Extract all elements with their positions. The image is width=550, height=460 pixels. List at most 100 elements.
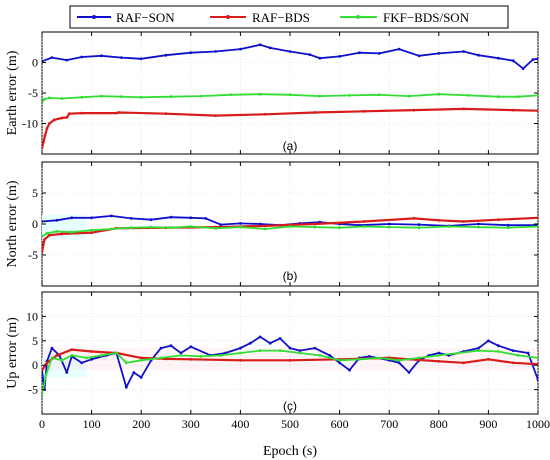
data-point-raf-son — [132, 371, 136, 374]
series-line-fkf — [42, 349, 538, 395]
data-point-raf-bds — [263, 224, 267, 228]
data-point-fkf — [124, 361, 128, 365]
y-tick-label: 0 — [32, 217, 38, 231]
data-point-fkf — [139, 358, 143, 362]
data-point-raf-son — [278, 337, 282, 340]
data-point-raf-son — [129, 217, 133, 220]
data-point-raf-bds — [60, 116, 64, 120]
legend: RAF−SON RAF−BDS FKF−BDS/SON — [69, 5, 509, 29]
data-point-fkf — [258, 92, 262, 96]
data-point-raf-bds — [55, 354, 59, 357]
data-point-raf-bds — [42, 368, 44, 372]
data-point-fkf — [358, 357, 361, 361]
data-point-raf-bds — [239, 358, 242, 362]
data-point-raf-son — [50, 56, 54, 59]
x-tick-label: 300 — [182, 417, 200, 431]
data-point-fkf — [115, 351, 118, 355]
data-point-fkf — [457, 351, 460, 355]
data-point-fkf — [377, 93, 381, 97]
data-point-raf-bds — [214, 114, 218, 117]
data-point-fkf — [288, 93, 292, 97]
data-point-raf-son — [149, 218, 153, 222]
data-point-raf-son — [288, 346, 292, 350]
data-point-fkf — [516, 354, 520, 357]
data-point-fkf — [288, 225, 292, 228]
data-point-fkf — [338, 226, 341, 230]
data-point-fkf — [278, 349, 282, 352]
y-tick-label: -5 — [28, 383, 38, 397]
data-point-raf-son — [70, 216, 74, 220]
data-point-raf-son — [511, 349, 515, 352]
data-point-raf-son — [417, 223, 421, 227]
data-point-fkf — [45, 231, 49, 235]
data-point-fkf — [48, 96, 51, 100]
data-point-raf-bds — [45, 126, 49, 130]
data-point-raf-son — [511, 59, 515, 63]
x-ticks-up: 0 100 200 300 400 500 600 700 800 900 1000 — [39, 417, 550, 431]
data-point-fkf — [318, 354, 322, 357]
data-point-raf-son — [42, 59, 44, 63]
data-point-fkf — [169, 95, 173, 99]
data-point-raf-son — [536, 57, 538, 61]
data-point-raf-bds — [462, 220, 465, 223]
data-point-raf-son — [377, 52, 381, 55]
data-point-fkf — [55, 230, 59, 233]
legend-label-raf-son: RAF−SON — [116, 10, 175, 25]
data-point-raf-bds — [412, 108, 416, 112]
y-tick-label: 5 — [32, 186, 38, 200]
series-north — [42, 214, 538, 254]
data-point-raf-son — [139, 57, 143, 61]
data-point-raf-son — [313, 346, 317, 350]
series-line-raf-son — [42, 215, 538, 227]
data-point-raf-son — [328, 354, 332, 357]
data-point-raf-son — [239, 222, 242, 225]
data-point-raf-son — [496, 56, 500, 60]
data-point-raf-bds — [288, 358, 292, 362]
data-point-fkf — [43, 97, 46, 101]
y-ticks-north: -5 0 5 — [28, 186, 538, 262]
data-point-raf-son — [358, 51, 361, 55]
data-point-fkf — [387, 225, 391, 229]
data-point-fkf — [42, 100, 44, 104]
data-point-raf-son — [239, 346, 242, 350]
data-point-raf-bds — [536, 216, 538, 220]
data-point-fkf — [348, 94, 351, 97]
data-point-raf-son — [164, 53, 168, 57]
data-point-fkf — [159, 356, 163, 360]
data-point-fkf — [50, 356, 54, 360]
data-point-raf-son — [204, 217, 208, 220]
data-point-fkf — [85, 356, 88, 360]
data-point-fkf — [536, 225, 538, 228]
data-point-raf-bds — [65, 116, 69, 119]
data-point-raf-son — [189, 216, 193, 220]
data-point-fkf — [506, 226, 510, 230]
data-point-raf-son — [189, 345, 193, 349]
data-point-raf-son — [219, 223, 223, 227]
data-point-fkf — [139, 95, 143, 99]
data-point-raf-bds — [115, 111, 118, 115]
data-point-raf-bds — [511, 108, 515, 112]
data-point-raf-son — [308, 53, 312, 56]
data-point-raf-bds — [117, 111, 121, 114]
panel-earth-error: -10 -5 0 Earth error (m) (a) — [5, 31, 539, 155]
data-point-fkf — [219, 354, 223, 357]
data-point-fkf — [100, 354, 103, 357]
data-point-raf-son — [179, 351, 183, 355]
data-point-fkf — [44, 373, 48, 377]
data-point-fkf — [377, 356, 381, 360]
data-point-raf-bds — [90, 231, 93, 235]
data-point-raf-son — [477, 53, 480, 57]
data-point-raf-son — [437, 351, 441, 355]
data-point-fkf — [199, 94, 203, 98]
data-point-fkf — [60, 358, 64, 362]
data-point-raf-bds — [53, 118, 56, 122]
data-point-raf-son — [407, 371, 411, 374]
legend-box — [69, 5, 509, 29]
data-point-fkf — [258, 349, 262, 352]
data-point-raf-son — [90, 216, 93, 220]
data-point-fkf — [80, 95, 84, 99]
data-point-raf-son — [338, 55, 341, 58]
legend-item-fkf: FKF−BDS/SON — [340, 10, 470, 25]
data-point-raf-son — [248, 341, 252, 345]
